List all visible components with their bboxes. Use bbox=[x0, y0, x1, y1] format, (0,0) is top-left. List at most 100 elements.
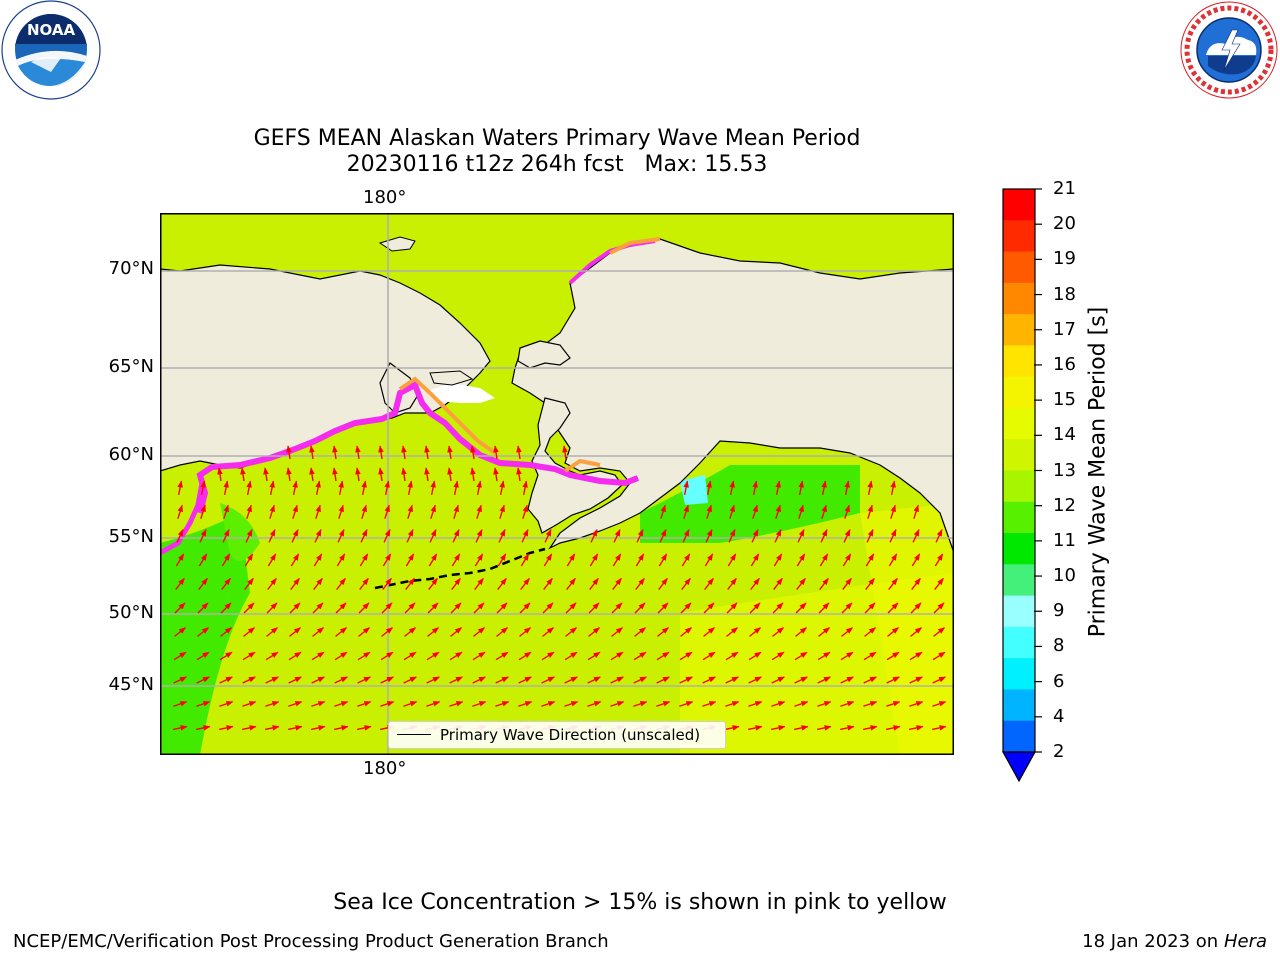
wave-arrow bbox=[773, 577, 783, 590]
wave-arrow bbox=[727, 577, 737, 590]
noaa-logo: NOAA bbox=[1, 0, 101, 100]
wave-arrow bbox=[660, 504, 666, 519]
wave-arrow bbox=[424, 467, 430, 482]
wave-arrow bbox=[821, 504, 827, 519]
wave-arrow bbox=[311, 725, 326, 731]
wave-arrow bbox=[521, 529, 529, 543]
wave-arrow bbox=[222, 529, 230, 543]
wave-arrow bbox=[726, 627, 739, 637]
wave-arrow bbox=[820, 529, 828, 543]
wave-arrow bbox=[818, 602, 830, 614]
wave-arrow bbox=[683, 480, 689, 496]
wave-arrow bbox=[401, 445, 407, 460]
wave-arrow bbox=[265, 651, 279, 661]
wave-arrow bbox=[748, 725, 763, 731]
wave-arrow bbox=[888, 577, 898, 590]
wave-arrow bbox=[428, 577, 438, 590]
wave-arrow bbox=[430, 480, 436, 496]
wave-arrow bbox=[498, 529, 506, 543]
wave-arrow bbox=[472, 701, 487, 707]
wave-arrow bbox=[380, 701, 395, 707]
wave-arrow bbox=[866, 529, 874, 543]
wave-arrow bbox=[358, 627, 371, 637]
wave-arrow bbox=[383, 529, 391, 543]
wave-arrow bbox=[290, 553, 300, 567]
wave-arrow bbox=[657, 602, 669, 614]
wave-arrow bbox=[610, 676, 624, 684]
wave-arrow bbox=[636, 529, 644, 543]
wave-arrow bbox=[407, 504, 413, 519]
wave-arrow bbox=[867, 480, 873, 496]
wave-arrow bbox=[405, 577, 415, 590]
colorbar-block bbox=[1003, 689, 1035, 722]
wave-arrow bbox=[219, 725, 234, 731]
wave-arrow bbox=[334, 725, 349, 731]
wave-arrow bbox=[589, 553, 599, 567]
wave-arrow bbox=[656, 701, 671, 707]
colorbar-block bbox=[1003, 720, 1035, 753]
wave-arrow bbox=[244, 577, 254, 590]
wave-arrow bbox=[729, 504, 735, 519]
wave-arrow bbox=[315, 480, 321, 496]
wave-arrow bbox=[679, 701, 694, 707]
wave-arrow bbox=[338, 480, 344, 496]
wave-arrow bbox=[796, 577, 806, 590]
wave-arrow bbox=[223, 480, 229, 496]
wave-arrow bbox=[176, 529, 184, 543]
wave-arrow bbox=[703, 627, 716, 637]
wave-arrow bbox=[450, 602, 462, 614]
wave-arrow bbox=[587, 676, 601, 684]
wave-arrow bbox=[818, 627, 831, 637]
wave-arrow bbox=[286, 445, 292, 460]
wave-arrow bbox=[863, 651, 877, 661]
wave-arrow bbox=[291, 529, 299, 543]
wave-arrow bbox=[748, 701, 763, 707]
wave-arrow bbox=[817, 725, 832, 731]
credit-text: NCEP/EMC/Verification Post Processing Pr… bbox=[13, 931, 609, 952]
wave-arrow bbox=[565, 627, 578, 637]
wave-arrow bbox=[633, 651, 647, 661]
wave-arrow bbox=[496, 627, 509, 637]
wave-arrow bbox=[775, 504, 781, 519]
wave-arrow bbox=[288, 676, 302, 684]
colorbar-block bbox=[1003, 501, 1035, 534]
map-legend: Primary Wave Direction (unscaled) bbox=[388, 721, 726, 749]
wave-arrow bbox=[681, 553, 691, 567]
wave-arrow bbox=[795, 627, 808, 637]
wave-arrow bbox=[407, 480, 413, 496]
wave-arrow bbox=[355, 467, 361, 482]
colorbar-tick-label: 8 bbox=[1053, 635, 1065, 657]
wave-arrow bbox=[795, 602, 807, 614]
wave-arrow bbox=[200, 504, 206, 519]
wave-arrow bbox=[888, 553, 898, 567]
wave-arrow bbox=[497, 553, 507, 567]
wave-arrow bbox=[752, 504, 758, 519]
wave-arrow bbox=[886, 651, 900, 661]
wave-arrow bbox=[265, 701, 280, 707]
wave-arrow bbox=[473, 627, 486, 637]
wave-arrow bbox=[427, 627, 440, 637]
wave-arrow bbox=[403, 676, 417, 684]
colorbar-block bbox=[1003, 314, 1035, 346]
wave-arrow bbox=[934, 553, 944, 567]
colorbar bbox=[1001, 187, 1037, 787]
island-st-lawrence bbox=[429, 370, 474, 386]
wave-arrow bbox=[493, 467, 499, 482]
wave-arrow bbox=[887, 602, 899, 614]
ocean-green-gulf bbox=[640, 465, 860, 543]
wave-arrow bbox=[470, 467, 476, 482]
lat-label-55n: 55°N bbox=[108, 526, 154, 547]
wave-arrow bbox=[197, 627, 210, 637]
wave-arrow bbox=[794, 701, 809, 707]
wave-arrow bbox=[289, 627, 302, 637]
wave-arrow bbox=[332, 467, 338, 482]
wave-arrow bbox=[357, 725, 372, 731]
map-panel bbox=[160, 213, 954, 755]
wave-arrow bbox=[911, 577, 921, 590]
wave-arrow bbox=[290, 577, 300, 590]
wave-arrow bbox=[473, 602, 485, 614]
wave-arrow bbox=[887, 627, 900, 637]
wave-arrow bbox=[196, 676, 210, 684]
wave-arrow bbox=[269, 480, 275, 496]
wave-arrow bbox=[242, 725, 257, 731]
